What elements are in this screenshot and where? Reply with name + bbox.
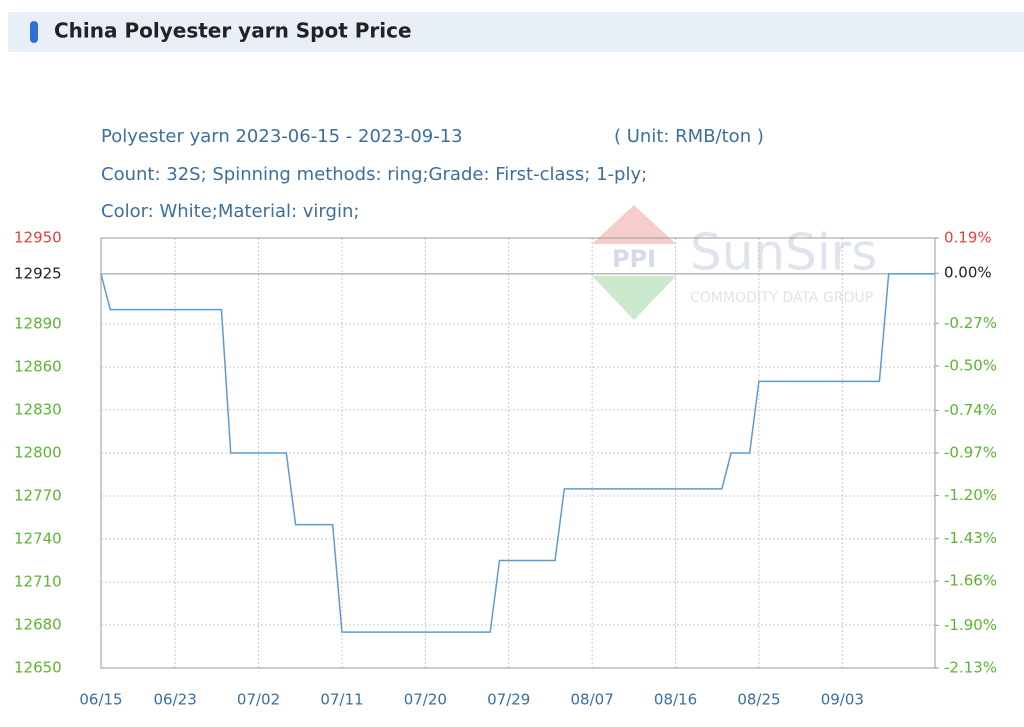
wm-top [592,205,676,244]
subtitle-unit: ( Unit: RMB/ton ) [614,126,764,147]
y2-tick-label: -1.20% [944,486,997,504]
y-tick-label: 12830 [14,401,62,419]
y-tick-label: 12890 [14,315,62,333]
header-title: China Polyester yarn Spot Price [54,19,412,43]
y2-tick-label: -1.43% [944,529,997,547]
x-tick-label: 09/03 [821,691,864,709]
wm-tagline: COMMODITY DATA GROUP [690,290,873,306]
y-tick-label: 12950 [14,229,62,247]
y-tick-label: 12800 [14,444,62,462]
x-tick-label: 06/23 [154,691,197,709]
x-tick-label: 07/20 [404,691,447,709]
price-line [100,273,935,633]
subtitle: Color: White;Material: virgin; [101,201,359,222]
y2-tick-label: 0.19% [944,229,992,247]
y-tick-label: 12740 [14,530,62,548]
y-tick-label: 12710 [14,573,62,591]
x-tick-label: 08/25 [737,691,780,709]
y-tick-label: 12925 [14,264,62,282]
watermark: PPI SunSirs COMMODITY DATA GROUP [592,205,877,320]
y2-tick-label: -1.66% [944,571,997,589]
y2-tick-label: -0.97% [944,444,997,462]
subtitle: Polyester yarn 2023-06-15 - 2023-09-13 [101,126,463,147]
x-tick-label: 06/15 [79,691,122,709]
wm-brand: SunSirs [690,224,877,282]
x-tick-label: 07/11 [320,691,363,709]
header-bar [8,12,1024,52]
plot: 12950 12925 12890 12860 12830 12800 12770 12740… [14,229,997,709]
y2-tick-label: -0.74% [944,401,997,419]
y2-tick-label: -0.50% [944,356,997,374]
header-icon [30,21,38,43]
y2-tick-label: -2.13% [944,659,997,677]
x-tick-label: 07/02 [237,691,280,709]
y-tick-label: 12770 [14,487,62,505]
y-tick-label: 12680 [14,616,62,634]
y2-tick-label: 0.00% [944,264,992,282]
x-tick-label: 07/29 [487,691,530,709]
x-tick-label: 08/07 [571,691,614,709]
y2-tick-label: -1.90% [944,616,997,634]
x-tick-label: 08/16 [654,691,697,709]
wm-bottom [592,276,676,320]
y-tick-label: 12650 [14,659,62,677]
y-tick-label: 12860 [14,358,62,376]
y2-tick-label: -0.27% [944,314,997,332]
plot-frame [100,237,936,669]
subtitle: Count: 32S; Spinning methods: ring;Grade… [101,164,647,185]
wm-logo: PPI [612,245,656,273]
